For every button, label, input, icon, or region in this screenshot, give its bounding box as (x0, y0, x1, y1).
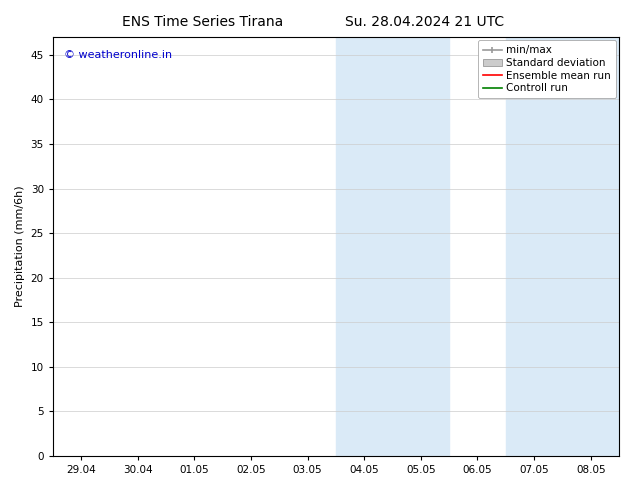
Legend: min/max, Standard deviation, Ensemble mean run, Controll run: min/max, Standard deviation, Ensemble me… (478, 40, 616, 98)
Text: ENS Time Series Tirana: ENS Time Series Tirana (122, 15, 283, 29)
Y-axis label: Precipitation (mm/6h): Precipitation (mm/6h) (15, 186, 25, 307)
Text: Su. 28.04.2024 21 UTC: Su. 28.04.2024 21 UTC (346, 15, 504, 29)
Bar (506, 37, 619, 456)
Text: © weatheronline.in: © weatheronline.in (64, 49, 172, 60)
Bar (336, 37, 449, 456)
